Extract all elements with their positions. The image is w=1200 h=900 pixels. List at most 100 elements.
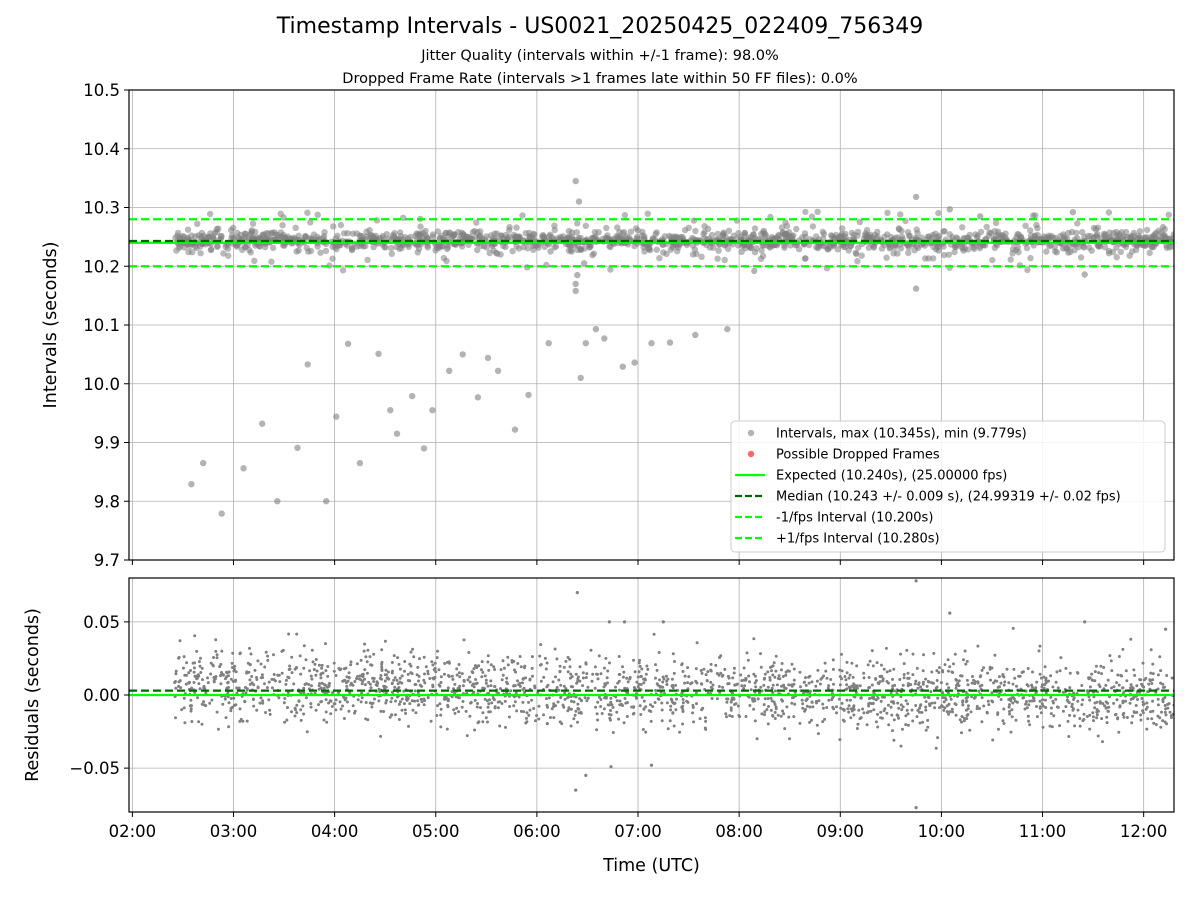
residual-point	[329, 699, 333, 703]
residual-point	[238, 707, 242, 711]
residual-point	[426, 669, 430, 673]
residual-point-outlier	[649, 763, 654, 767]
residual-point	[302, 686, 306, 690]
residual-point	[1007, 681, 1011, 685]
residual-point	[562, 665, 566, 669]
interval-point	[855, 244, 862, 251]
residual-point	[545, 722, 549, 726]
residual-point	[937, 671, 941, 674]
residual-point	[241, 719, 245, 723]
residual-point	[982, 704, 986, 708]
residual-point	[455, 667, 459, 671]
residual-point	[534, 719, 537, 723]
residual-point	[1014, 718, 1018, 722]
residual-point	[808, 705, 812, 709]
residual-point	[1065, 698, 1069, 702]
residual-point	[426, 696, 430, 700]
residual-point	[759, 665, 763, 669]
residual-point	[193, 674, 197, 678]
residual-point	[284, 682, 288, 686]
residual-point	[1072, 698, 1076, 701]
residual-point	[729, 706, 733, 710]
interval-point	[424, 244, 431, 251]
residual-point	[700, 671, 704, 675]
residual-point	[731, 676, 735, 680]
residual-point	[773, 689, 777, 693]
residual-point	[519, 709, 523, 713]
residual-point	[1056, 686, 1060, 690]
interval-point	[248, 228, 256, 235]
interval-point	[364, 256, 371, 264]
residual-point	[611, 731, 615, 734]
interval-point-outlier	[692, 331, 699, 339]
residual-point	[313, 662, 317, 666]
residual-point	[773, 710, 777, 714]
residual-point	[447, 661, 451, 665]
residual-point	[302, 644, 306, 648]
residual-point	[383, 686, 387, 690]
residual-point	[355, 677, 358, 681]
residual-point	[780, 662, 784, 665]
residual-point	[1054, 680, 1058, 684]
residual-point	[486, 660, 490, 664]
interval-point	[679, 233, 686, 241]
interval-point	[814, 245, 822, 252]
residual-point	[362, 649, 366, 653]
interval-point	[220, 250, 227, 257]
interval-point	[742, 245, 749, 252]
interval-point	[524, 245, 531, 252]
residual-point	[367, 680, 371, 684]
residual-point	[935, 679, 939, 682]
interval-point-outlier	[577, 374, 584, 382]
interval-point	[414, 249, 421, 256]
residual-point	[528, 708, 532, 712]
residual-point	[925, 684, 929, 688]
residual-point	[295, 711, 299, 715]
residual-point	[1170, 676, 1174, 680]
residual-point	[1132, 710, 1136, 714]
interval-point	[631, 242, 638, 250]
residual-point	[1028, 699, 1032, 703]
residual-point	[880, 695, 884, 699]
residual-point	[1164, 713, 1168, 717]
residual-point	[902, 676, 906, 680]
interval-point-outlier	[409, 392, 416, 400]
residual-point	[264, 650, 268, 654]
residual-point	[1051, 699, 1055, 703]
residual-point	[1076, 699, 1080, 703]
x-tick-label: 02:00	[109, 822, 157, 841]
residual-point	[193, 634, 197, 638]
interval-point	[186, 243, 193, 250]
residual-point	[584, 662, 588, 666]
interval-point	[897, 245, 905, 252]
residual-point	[537, 717, 541, 721]
residual-point	[380, 667, 384, 671]
residual-point	[606, 669, 610, 673]
residual-point	[918, 706, 922, 710]
residual-point	[424, 665, 428, 669]
interval-point	[295, 247, 302, 254]
residual-point	[921, 720, 925, 724]
residual-point	[625, 687, 629, 691]
residual-point	[576, 677, 580, 681]
residual-point	[566, 655, 570, 659]
residual-point	[531, 674, 534, 678]
interval-point	[945, 251, 952, 258]
residual-point	[510, 660, 514, 664]
residual-point	[960, 720, 963, 724]
interval-point	[1116, 231, 1123, 238]
residual-point	[897, 706, 901, 710]
residual-point	[771, 683, 775, 687]
residual-point	[325, 685, 329, 689]
residual-point	[816, 668, 820, 672]
interval-point	[1130, 232, 1137, 239]
residual-point	[460, 705, 464, 709]
residual-point	[342, 717, 346, 720]
x-tick-label: 04:00	[311, 822, 359, 841]
residual-point	[552, 702, 556, 706]
residual-point	[573, 713, 577, 717]
interval-point	[483, 233, 490, 240]
residual-point	[979, 674, 983, 678]
residual-point	[347, 671, 351, 675]
residual-point	[284, 678, 288, 682]
